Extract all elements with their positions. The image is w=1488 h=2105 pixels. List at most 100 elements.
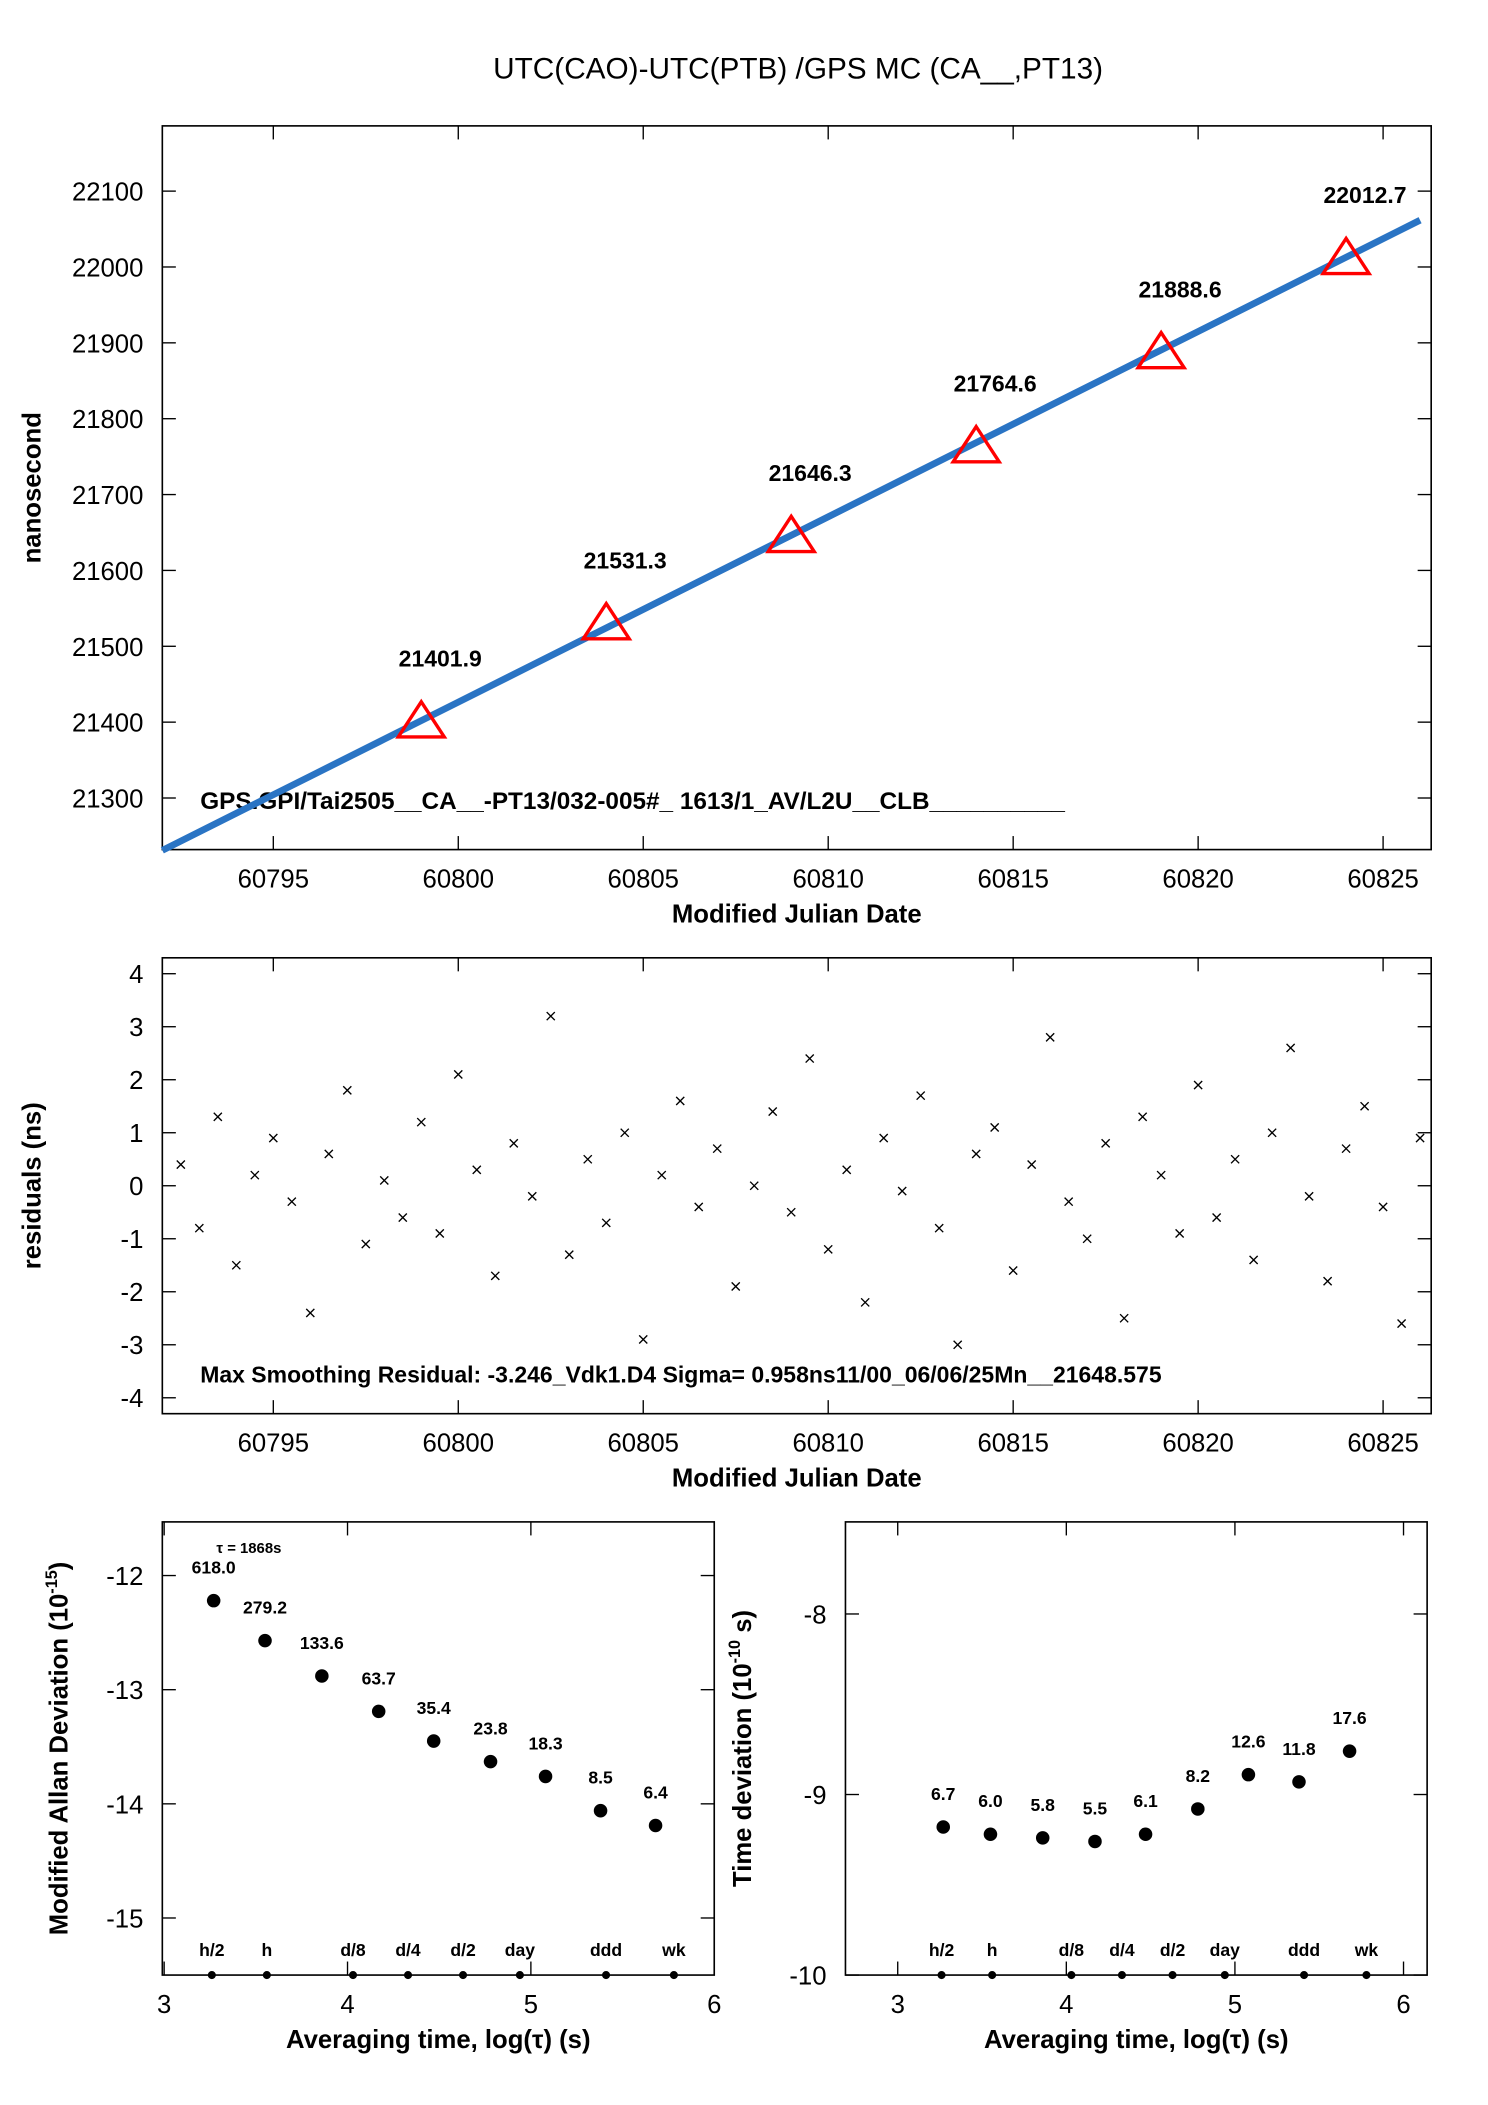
residual-point: [1193, 1080, 1203, 1090]
interval-marker: [669, 1971, 678, 1980]
interval-label: d/8: [1059, 1940, 1085, 1960]
interval-label: wk: [661, 1940, 686, 1960]
residual-point: [601, 1218, 611, 1228]
y-tick-label: 22100: [72, 179, 143, 207]
y-tick-label: 3: [129, 1014, 143, 1042]
residual-point: [620, 1128, 630, 1138]
residual-point: [1249, 1255, 1259, 1265]
deviation-point: [1035, 1831, 1050, 1845]
residual-point: [1027, 1160, 1037, 1170]
deviation-point: [538, 1769, 553, 1784]
interval-label: wk: [1354, 1940, 1379, 1960]
y-tick-label: -15: [106, 1905, 143, 1933]
point-label: 133.6: [300, 1633, 344, 1653]
y-tick-label: -13: [106, 1677, 143, 1705]
y-axis-label: nanosecond: [19, 412, 47, 563]
residual-point: [749, 1181, 759, 1191]
marker-triangle: [1135, 329, 1188, 370]
x-tick-label: 60820: [1162, 1430, 1233, 1458]
y-axis-label-exponent: -15: [43, 1570, 61, 1593]
x-tick-label: 3: [891, 1991, 905, 2019]
y-tick-label: 1: [129, 1120, 143, 1148]
y-tick-label: -8: [804, 1601, 827, 1629]
interval-marker: [262, 1971, 271, 1980]
residual-point: [1360, 1101, 1370, 1111]
x-tick-label: 60815: [977, 865, 1048, 893]
residual-point: [509, 1138, 519, 1148]
residual-point: [860, 1297, 870, 1307]
x-tick-label: 5: [1228, 1991, 1242, 2019]
deviation-point: [206, 1593, 221, 1608]
y-tick-label: 22000: [72, 254, 143, 282]
residual-point: [823, 1244, 833, 1254]
interval-marker: [458, 1971, 468, 1980]
x-tick-label: 60800: [423, 865, 494, 893]
annotation: τ = 1868s: [216, 1541, 281, 1557]
interval-label: d/4: [1109, 1940, 1135, 1960]
chart-title: UTC(CAO)-UTC(PTB) /GPS MC (CA__,PT13): [493, 53, 1103, 86]
y-tick-label: 0: [129, 1173, 143, 1201]
y-axis-label-text: Time deviation (10: [729, 1663, 757, 1887]
interval-label: day: [1210, 1940, 1241, 1960]
y-axis-label: Modified Allan Deviation (10-15): [43, 1562, 74, 1936]
deviation-point: [371, 1704, 386, 1719]
deviation-point: [648, 1818, 663, 1833]
y-axis-label: residuals (ns): [19, 1102, 47, 1269]
residual-point: [1267, 1128, 1277, 1138]
x-tick-label: 4: [1059, 1991, 1073, 2019]
residual-point: [1341, 1144, 1351, 1154]
residual-point: [953, 1340, 963, 1350]
point-label: 12.6: [1231, 1732, 1265, 1752]
residual-point: [675, 1096, 685, 1106]
interval-label: ddd: [590, 1940, 622, 1960]
residual-point: [324, 1149, 334, 1159]
residual-point: [1175, 1228, 1185, 1238]
y-axis-label-text: residuals (ns): [19, 1102, 47, 1269]
residual-point: [768, 1106, 778, 1117]
y-tick-label: 21900: [72, 330, 143, 358]
point-label: 6.7: [931, 1784, 955, 1804]
interval-marker: [1168, 1971, 1177, 1980]
point-label: 8.5: [588, 1768, 613, 1788]
y-tick-label: 21300: [72, 785, 143, 813]
residual-point: [250, 1170, 260, 1180]
x-tick-label: 4: [340, 1991, 354, 2019]
residual-point: [416, 1117, 426, 1127]
residual-point: [990, 1122, 1000, 1132]
x-tick-label: 60825: [1347, 865, 1418, 893]
residual-point: [1397, 1319, 1407, 1329]
residual-point: [657, 1170, 667, 1180]
deviation-point: [983, 1827, 998, 1841]
marker-triangle: [765, 513, 818, 554]
marker-triangle: [395, 698, 448, 739]
x-tick-label: 60795: [238, 1430, 309, 1458]
interval-marker: [207, 1971, 216, 1980]
y-axis-label-text: nanosecond: [19, 412, 47, 563]
deviation-point: [1088, 1834, 1102, 1849]
x-tick-label: 60820: [1162, 865, 1233, 893]
interval-marker: [403, 1971, 413, 1980]
marker-label: 21764.6: [954, 370, 1037, 396]
x-tick-label: 3: [157, 1991, 171, 2019]
residual-point: [1138, 1112, 1148, 1122]
residual-point: [1064, 1197, 1074, 1207]
y-tick-label: 21700: [72, 482, 143, 510]
point-label: 6.1: [1133, 1791, 1158, 1811]
residual-point: [564, 1250, 574, 1260]
interval-label: day: [505, 1940, 536, 1960]
residual-point: [1082, 1234, 1092, 1244]
residual-point: [1230, 1154, 1240, 1164]
point-label: 11.8: [1282, 1739, 1315, 1759]
interval-marker: [601, 1971, 611, 1980]
point-label: 17.6: [1332, 1708, 1366, 1728]
marker-triangle: [950, 423, 1003, 464]
residual-point: [176, 1160, 186, 1170]
residual-point: [1378, 1202, 1388, 1212]
point-label: 63.7: [362, 1668, 396, 1688]
x-axis-label: Averaging time, log(τ) (s): [286, 2026, 591, 2054]
residual-point: [971, 1149, 981, 1159]
deviation-point: [483, 1754, 498, 1769]
interval-marker: [348, 1971, 358, 1980]
